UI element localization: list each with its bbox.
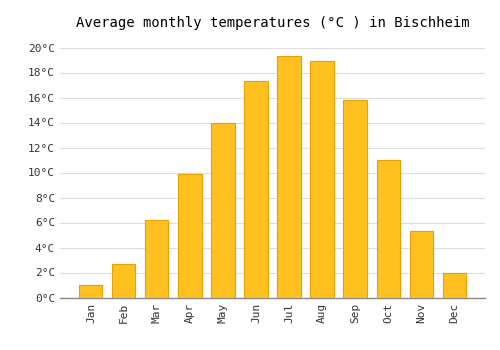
Bar <box>212 122 234 298</box>
Bar <box>80 285 102 298</box>
Bar <box>410 231 432 298</box>
Bar <box>112 264 136 298</box>
Bar <box>178 174 202 298</box>
Bar <box>278 56 300 298</box>
Bar <box>146 220 169 298</box>
Title: Average monthly temperatures (°C ) in Bischheim: Average monthly temperatures (°C ) in Bi… <box>76 16 469 30</box>
Bar <box>344 100 366 298</box>
Bar <box>376 160 400 298</box>
Bar <box>442 273 466 298</box>
Bar <box>310 61 334 298</box>
Bar <box>244 81 268 298</box>
